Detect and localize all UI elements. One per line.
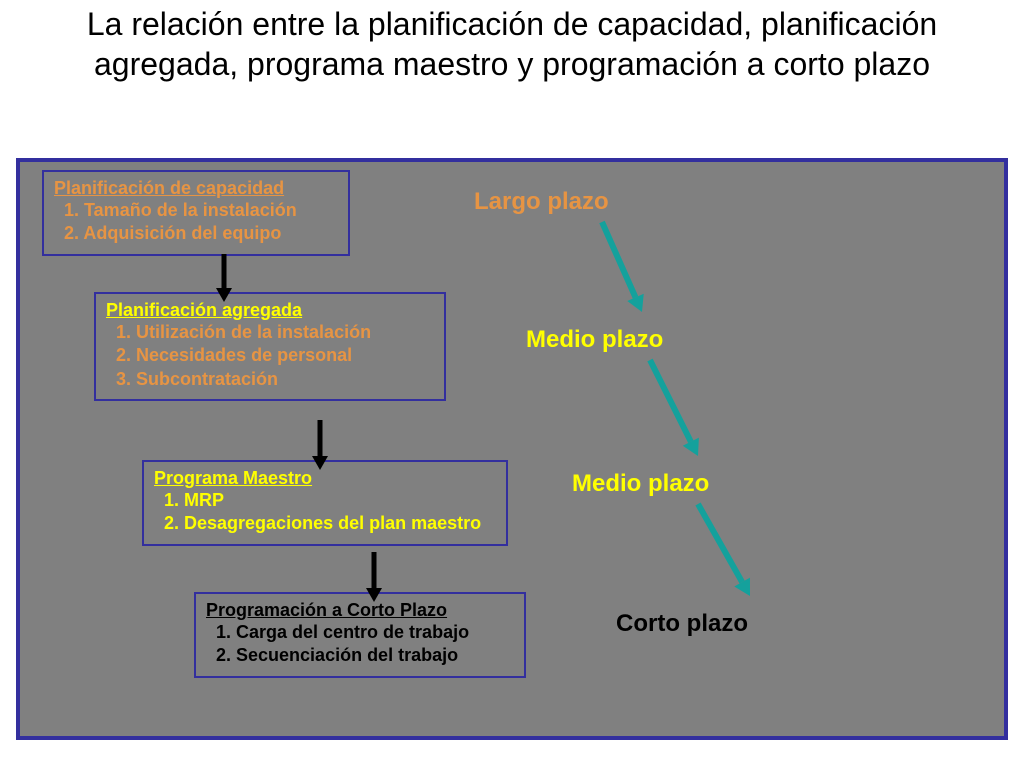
slide-title: La relación entre la planificación de ca…	[0, 4, 1024, 84]
box-corto: Programación a Corto Plazo1. Carga del c…	[194, 592, 526, 678]
box-item-capacidad-2: 2. Adquisición del equipo	[54, 222, 338, 245]
box-agregada: Planificación agregada1. Utilización de …	[94, 292, 446, 401]
down-arrow-a1	[214, 254, 234, 306]
box-capacidad: Planificación de capacidad1. Tamaño de l…	[42, 170, 350, 256]
box-item-agregada-2: 2. Necesidades de personal	[106, 344, 434, 367]
box-item-maestro-2: 2. Desagregaciones del plan maestro	[154, 512, 496, 535]
box-item-agregada-1: 1. Utilización de la instalación	[106, 321, 434, 344]
box-title-corto: Programación a Corto Plazo	[206, 600, 514, 621]
diag-arrow-d3	[694, 500, 772, 616]
plazo-label-largo: Largo plazo	[474, 188, 609, 216]
box-title-agregada: Planificación agregada	[106, 300, 434, 321]
box-item-capacidad-1: 1. Tamaño de la instalación	[54, 199, 338, 222]
box-title-capacidad: Planificación de capacidad	[54, 178, 338, 199]
box-item-maestro-1: 1. MRP	[154, 489, 496, 512]
box-item-agregada-3: 3. Subcontratación	[106, 368, 434, 391]
down-arrow-a2	[310, 420, 330, 474]
down-arrow-a3	[364, 552, 384, 606]
diag-arrow-d1	[598, 218, 664, 332]
diagram-panel: Planificación de capacidad1. Tamaño de l…	[16, 158, 1008, 740]
diag-arrow-d2	[646, 356, 720, 476]
slide: La relación entre la planificación de ca…	[0, 0, 1024, 768]
box-item-corto-1: 1. Carga del centro de trabajo	[206, 621, 514, 644]
box-item-corto-2: 2. Secuenciación del trabajo	[206, 644, 514, 667]
